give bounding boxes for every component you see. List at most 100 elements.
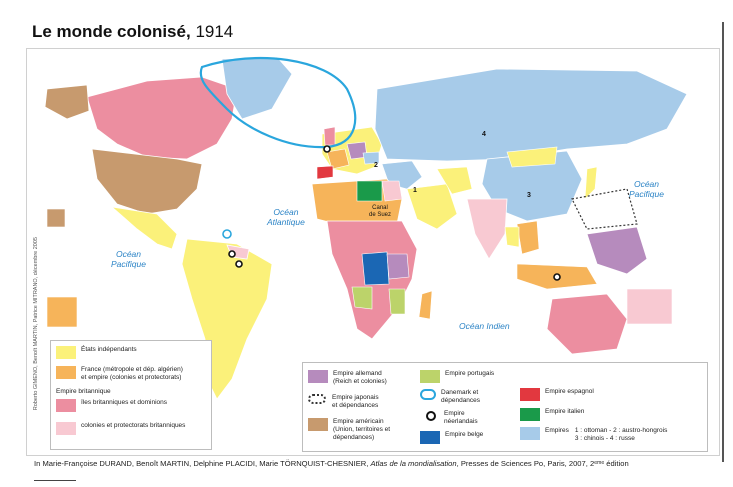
mozambique xyxy=(388,288,406,315)
hawaii xyxy=(46,208,66,228)
legend-neerlandais: Empire néerlandais xyxy=(420,410,478,426)
legend-japonais: Empire japonais et dépendances xyxy=(308,394,379,410)
legend-americain-l2: (Union, territoires et xyxy=(333,426,391,433)
ocean-pacifique-e-l2: Pacifique xyxy=(629,189,664,199)
danemark-loop xyxy=(199,57,357,149)
new-guinea xyxy=(586,226,648,275)
legend-danemark-l1: Danemark et xyxy=(441,389,479,396)
legend-espagnol: Empire espagnol xyxy=(520,388,594,401)
indochina xyxy=(516,220,540,255)
legend-france-text: France (métropole et dép. algérien) et e… xyxy=(81,366,183,382)
india xyxy=(466,198,508,260)
legend-independants-label: États indépendants xyxy=(81,346,137,353)
source-citation: In Marie-Françoise DURAND, Benoît MARTIN… xyxy=(34,459,629,468)
pacific-islands-w xyxy=(46,296,78,328)
legend-allemand-l1: Empire allemand xyxy=(333,370,382,377)
legend-danemark: Danemark et dépendances xyxy=(420,389,480,405)
legend-italien: Empire italien xyxy=(520,408,584,421)
legend-brit-head: Empire britannique xyxy=(56,388,111,395)
ocean-atlantique-l2: Atlantique xyxy=(267,217,305,227)
australia xyxy=(546,293,628,355)
swatch-japonais xyxy=(308,394,326,404)
legend-japonais-l1: Empire japonais xyxy=(332,394,379,401)
source-suffix: , Presses de Sciences Po, Paris, 2007, 2… xyxy=(456,459,629,468)
legend-empires-l2: 3 : chinois - 4 : russe xyxy=(574,435,635,442)
map-credit: Roberto GIMENO, Benoît MARTIN, Patrice M… xyxy=(33,237,39,411)
legend-danemark-text: Danemark et dépendances xyxy=(441,389,480,405)
legend-allemand-l2: (Reich et colonies) xyxy=(333,378,387,385)
alaska xyxy=(44,84,90,120)
siam xyxy=(504,226,520,248)
legend-allemand: Empire allemand (Reich et colonies) xyxy=(308,370,387,386)
legend-japonais-l2: et dépendances xyxy=(332,402,379,409)
legend-france-l2: et empire (colonies et protectorats) xyxy=(81,374,182,381)
madagascar xyxy=(418,290,433,320)
ocean-pacifique-w-l2: Pacifique xyxy=(111,259,146,269)
source-prefix: In Marie-Françoise DURAND, Benoît MARTIN… xyxy=(34,459,371,468)
swatch-neerlandais xyxy=(426,411,436,421)
legend-empires-label: Empires xyxy=(545,427,569,434)
swatch-italien xyxy=(520,408,540,421)
arabia xyxy=(406,183,458,230)
legend-neerlandais-l2: néerlandais xyxy=(444,418,478,425)
legend-neerlandais-text: Empire néerlandais xyxy=(444,410,478,426)
swatch-france xyxy=(56,366,76,379)
east-africa-german xyxy=(386,253,410,280)
legend-americain: Empire américain (Union, territoires et … xyxy=(308,418,390,442)
legend-danemark-l2: dépendances xyxy=(441,397,481,404)
persia xyxy=(436,166,473,195)
legend-empires: Empires 1 : ottoman - 2 : austro-hongroi… xyxy=(520,427,667,443)
ocean-pacifique-w-l1: Océan xyxy=(115,249,141,259)
legend-americain-text: Empire américain (Union, territoires et … xyxy=(333,418,390,442)
nl-marker-2 xyxy=(228,250,236,258)
greenland xyxy=(221,56,293,120)
swatch-brit-iles xyxy=(56,399,76,412)
swatch-allemand xyxy=(308,370,328,383)
label-empire-2: 2 xyxy=(374,162,378,169)
legend-france: France (métropole et dép. algérien) et e… xyxy=(56,366,183,382)
legend-portugais-label: Empire portugais xyxy=(445,370,495,377)
legend-brit-col: colonies et protectorats britanniques xyxy=(56,422,185,435)
footnote-rule xyxy=(34,480,76,481)
mexico xyxy=(110,206,178,250)
legend-independants: États indépendants xyxy=(56,346,137,359)
mongolia xyxy=(506,146,558,168)
france xyxy=(326,148,350,170)
world-map: Océan Atlantique Océan Pacifique Océan P… xyxy=(26,48,720,456)
swatch-empires xyxy=(520,427,540,440)
pacific-islands-e xyxy=(626,288,673,325)
nl-marker-3 xyxy=(235,260,243,268)
map-title: Le monde colonisé, 1914 xyxy=(32,22,233,42)
legend-belge-label: Empire belge xyxy=(445,431,484,438)
label-empire-3: 3 xyxy=(527,192,531,199)
legend-espagnol-label: Empire espagnol xyxy=(545,388,594,395)
label-suez-l1: Canal xyxy=(372,205,388,211)
japan-zone xyxy=(571,188,638,230)
swatch-portugais xyxy=(420,370,440,383)
swatch-belge xyxy=(420,431,440,444)
ocean-pacifique-e: Océan Pacifique xyxy=(629,179,664,199)
swatch-independants xyxy=(56,346,76,359)
usa xyxy=(91,148,203,215)
japan xyxy=(584,166,598,200)
map-canvas xyxy=(44,56,688,400)
libya xyxy=(356,180,383,202)
label-suez: Canal de Suez xyxy=(369,205,391,219)
congo xyxy=(361,251,390,286)
title-year: 1914 xyxy=(195,22,234,41)
legend-brit-col-label: colonies et protectorats britanniques xyxy=(81,422,186,429)
legend-italien-label: Empire italien xyxy=(545,408,585,415)
ocean-atlantique-l1: Océan xyxy=(273,207,299,217)
canada xyxy=(86,76,238,160)
south-america xyxy=(181,238,273,400)
page-divider xyxy=(722,22,724,462)
legend-left xyxy=(50,340,212,450)
legend-americain-l3: dépendances) xyxy=(333,434,375,441)
uk xyxy=(323,126,336,146)
ocean-atlantique: Océan Atlantique xyxy=(267,207,305,227)
legend-empires-list: 1 : ottoman - 2 : austro-hongrois 3 : ch… xyxy=(575,427,668,443)
ocean-pacifique-w: Océan Pacifique xyxy=(111,249,146,269)
label-empire-4: 4 xyxy=(482,131,486,138)
austria-hungary xyxy=(362,151,380,165)
swatch-espagnol xyxy=(520,388,540,401)
